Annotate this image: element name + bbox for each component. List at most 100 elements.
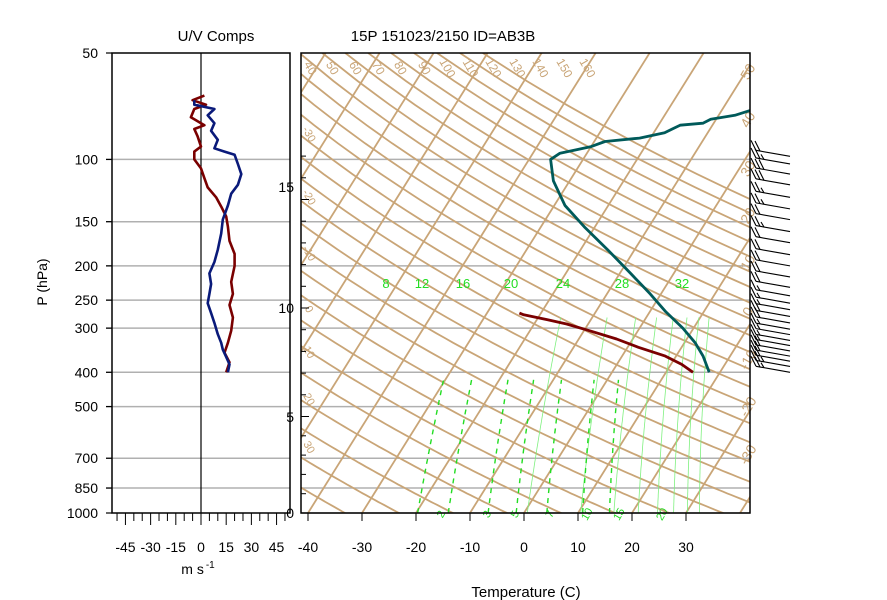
sounding-line-1 [549,109,750,373]
wind-barb-half [760,199,765,205]
speed-tick-label: -45 [115,539,135,555]
wind-barb-staff [755,296,791,304]
height-tick-label: 10 [278,300,294,316]
wind-barb-half [756,334,761,341]
isotherm [301,53,543,440]
mixing-ratio-label: 12 [415,276,429,291]
wind-barb-staff [755,248,791,256]
temperature-tick-label: -20 [406,539,426,555]
wind-barb [750,238,791,256]
temperature-tick-label: 20 [624,539,640,555]
wind-barb-half [756,324,761,330]
pressure-tick-label: 700 [75,450,99,466]
dashed-moisture-line [487,379,509,513]
thermo-background [301,53,750,513]
wind-barb-staff [755,190,791,198]
wind-barb-flag [754,193,761,204]
left-edge-label: -10 [299,244,317,264]
wind-barb [750,157,791,175]
dry-adiabat [301,486,347,513]
wind-barb-flag [754,261,761,272]
wind-barb-staff [755,338,791,347]
dry-adiabat [301,199,750,444]
wind-barb-flag [750,238,757,249]
wind-barb-staff [755,213,791,221]
mixing-ratio-line [673,317,688,513]
left-edge-label: 20 [300,391,317,408]
wind-barb-flag [754,181,761,193]
mixing-ratio-label: 20 [504,276,518,291]
height-tick-label: 5 [286,409,294,425]
dry-adiabat [301,92,750,353]
wind-barb-flag [754,350,761,362]
theta-label: 130 [506,56,528,81]
speed-axis-label: m s -1 [181,560,215,577]
theta-label: 150 [553,56,575,81]
wind-barb-flag [758,159,765,170]
wind-barb-staff [755,309,791,317]
theta-label: 90 [415,59,434,78]
wind-barb-flag [750,279,757,291]
wind-barb-staff [755,303,791,311]
wind-barb-flag [750,293,757,304]
speed-tick-label: -15 [166,539,186,555]
speed-tick-label: 45 [269,539,285,555]
wind-barb-staff [755,236,791,244]
speed-tick-label: 0 [197,539,205,555]
wind-barb-staff [755,289,791,297]
wind-barb-flag [754,158,761,170]
dry-adiabat [413,53,750,243]
pressure-axis-label: P (hPa) [34,258,50,305]
dry-adiabat [301,319,672,513]
wind-barb-half [756,292,761,299]
dry-adiabat [301,345,618,513]
theta-label: 70 [369,59,388,78]
speed-axis-exponent: -1 [206,560,215,571]
wind-barb-flag [754,239,761,250]
mixing-ratio-line [687,317,700,513]
dry-adiabat [301,177,750,425]
dry-adiabat [321,53,750,304]
speed-tick-label: 15 [218,539,234,555]
mixing-ratio-line [657,317,674,513]
wind-barb-staff [755,322,791,330]
sounding-title: 15P 151023/2150 ID=AB3B [351,28,535,45]
uv-panel-title: U/V Comps [178,28,255,45]
theta-label: 60 [346,59,365,78]
left-edge-label: 30 [300,439,317,456]
mixing-ratio-line [526,317,562,513]
wind-barb [750,249,791,267]
wind-barb [750,181,791,198]
dry-adiabat [301,398,510,513]
dry-adiabat [301,155,750,406]
wind-barb [750,312,791,330]
pressure-tick-label: 100 [75,151,99,167]
wind-barb-flag [750,147,757,159]
dry-adiabat [301,427,456,513]
pressure-tick-label: 200 [75,258,99,274]
wind-barb [750,203,791,221]
right-edge-label: 30 [737,158,759,180]
temperature-tick-label: -40 [298,539,318,555]
wind-barb [750,339,791,357]
wind-barb-flag [750,300,757,311]
dashed-line-label: 5 [509,509,522,520]
isotherm [684,408,750,513]
mixing-ratio-line [580,317,608,513]
wind-barb-flag [750,306,757,318]
dry-adiabat [301,134,750,388]
wind-barb-flag [750,249,757,261]
wind-barb-flag [750,215,757,226]
wind-barb-half [760,356,765,363]
left-edge-label: 10 [300,344,317,361]
wind-barb [750,140,791,157]
speed-tick-label: 30 [244,539,260,555]
left-edge-label: -20 [299,188,317,208]
height-tick-labels: 0 5 10 15 [278,155,309,521]
height-tick-label: 0 [286,505,294,521]
wind-barb [750,215,791,233]
wind-barb [750,324,791,341]
pressure-tick-label: 300 [75,320,99,336]
pressure-tick-label: 1000 [67,505,98,521]
